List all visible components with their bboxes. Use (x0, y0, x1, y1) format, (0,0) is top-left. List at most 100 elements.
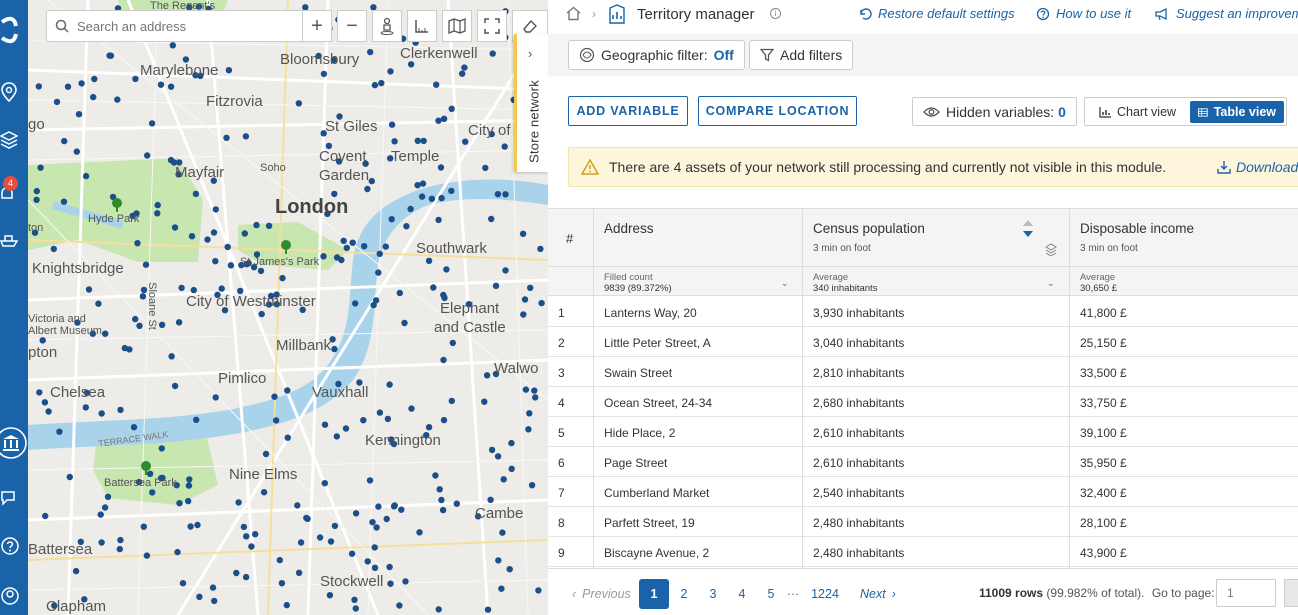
store-marker[interactable] (114, 96, 121, 103)
store-marker[interactable] (45, 408, 52, 415)
store-marker[interactable] (98, 539, 105, 546)
store-marker[interactable] (433, 81, 440, 88)
store-marker[interactable] (449, 339, 456, 347)
store-marker[interactable] (448, 397, 455, 405)
store-marker[interactable] (278, 580, 286, 587)
store-marker[interactable] (223, 134, 230, 141)
store-marker[interactable] (149, 489, 156, 496)
store-marker[interactable] (175, 319, 183, 326)
store-marker[interactable] (148, 120, 156, 127)
store-marker[interactable] (209, 584, 217, 591)
store-marker[interactable] (373, 524, 380, 531)
store-marker[interactable] (85, 286, 93, 293)
store-marker[interactable] (376, 250, 383, 257)
store-marker[interactable] (371, 81, 379, 89)
page-button-2[interactable]: 2 (680, 587, 688, 601)
store-marker[interactable] (176, 500, 183, 507)
store-marker[interactable] (197, 72, 204, 80)
store-marker[interactable] (387, 155, 394, 162)
store-marker[interactable] (390, 440, 398, 448)
street-view-button[interactable] (372, 10, 402, 42)
store-marker[interactable] (139, 293, 147, 300)
add-variable-button[interactable]: ADD VARIABLE (568, 96, 688, 126)
store-marker[interactable] (488, 130, 495, 138)
page-button-1[interactable]: 1 (639, 579, 669, 609)
store-marker[interactable] (258, 310, 265, 318)
store-marker[interactable] (351, 596, 358, 603)
page-button-4[interactable]: 4 (738, 587, 746, 601)
store-marker[interactable] (186, 4, 193, 11)
store-marker[interactable] (188, 233, 196, 240)
store-marker[interactable] (378, 79, 385, 87)
store-marker[interactable] (224, 243, 231, 251)
store-marker[interactable] (498, 585, 505, 592)
store-marker[interactable] (142, 261, 150, 268)
store-marker[interactable] (175, 171, 182, 178)
store-marker[interactable] (372, 297, 380, 304)
store-marker[interactable] (101, 504, 109, 511)
store-marker[interactable] (39, 337, 46, 344)
store-marker[interactable] (435, 117, 442, 124)
store-marker[interactable] (192, 72, 199, 79)
store-marker[interactable] (35, 83, 42, 90)
store-marker[interactable] (33, 187, 40, 195)
store-marker[interactable] (437, 164, 445, 171)
suggest-improvement-link[interactable]: Suggest an improvement (1154, 6, 1298, 21)
store-marker[interactable] (391, 502, 398, 509)
store-marker[interactable] (387, 580, 394, 587)
store-marker[interactable] (109, 193, 117, 201)
store-marker[interactable] (526, 410, 533, 417)
store-marker[interactable] (158, 321, 166, 328)
page-button-3[interactable]: 3 (709, 587, 717, 601)
column-header-census[interactable]: Census population (813, 221, 925, 236)
hidden-variables-button[interactable]: Hidden variables: 0 (912, 97, 1077, 126)
store-marker[interactable] (459, 70, 466, 77)
store-marker[interactable] (440, 115, 448, 123)
store-marker[interactable] (333, 433, 340, 440)
table-row[interactable]: 3 Swain Street 2,810 inhabitants 33,500 £ (548, 357, 1298, 387)
store-marker[interactable] (248, 543, 255, 550)
store-marker[interactable] (370, 301, 377, 309)
store-marker[interactable] (176, 159, 183, 166)
store-marker[interactable] (398, 506, 405, 513)
store-marker[interactable] (370, 4, 377, 11)
page-button-5[interactable]: 5 (767, 587, 775, 601)
store-marker[interactable] (320, 253, 327, 260)
store-marker[interactable] (173, 482, 180, 489)
store-marker[interactable] (538, 299, 545, 307)
store-marker[interactable] (494, 453, 502, 460)
store-marker[interactable] (60, 198, 68, 205)
store-marker[interactable] (179, 580, 187, 587)
store-marker[interactable] (51, 602, 58, 609)
store-marker[interactable] (284, 434, 291, 441)
table-row[interactable]: 1 Lanterns Way, 20 3,930 inhabitants 41,800… (548, 297, 1298, 327)
table-row[interactable]: 4 Ocean Street, 24-34 2,680 inhabitants 33,… (548, 387, 1298, 417)
store-marker[interactable] (193, 416, 200, 423)
goto-page-input[interactable] (1216, 579, 1276, 607)
store-marker[interactable] (435, 606, 442, 613)
store-marker[interactable] (185, 497, 192, 505)
store-marker[interactable] (102, 330, 109, 337)
store-marker[interactable] (218, 285, 225, 292)
store-marker[interactable] (391, 138, 398, 145)
store-marker[interactable] (238, 261, 245, 269)
store-marker[interactable] (250, 264, 258, 271)
store-marker[interactable] (90, 93, 97, 101)
store-marker[interactable] (443, 266, 450, 273)
store-marker[interactable] (414, 182, 421, 189)
store-marker[interactable] (83, 389, 91, 396)
store-marker[interactable] (488, 446, 496, 454)
store-marker[interactable] (338, 256, 345, 264)
search-input[interactable] (77, 18, 297, 34)
store-marker[interactable] (371, 564, 379, 571)
store-marker[interactable] (403, 223, 410, 230)
store-marker[interactable] (440, 416, 448, 424)
store-marker[interactable] (525, 426, 532, 433)
table-row[interactable]: 8 Parfett Street, 19 2,480 inhabitants 28,1… (548, 507, 1298, 537)
store-marker[interactable] (98, 410, 105, 417)
store-marker[interactable] (56, 428, 63, 435)
store-marker[interactable] (329, 336, 336, 343)
store-marker[interactable] (425, 257, 433, 264)
store-marker[interactable] (212, 258, 219, 265)
store-marker[interactable] (192, 190, 200, 198)
